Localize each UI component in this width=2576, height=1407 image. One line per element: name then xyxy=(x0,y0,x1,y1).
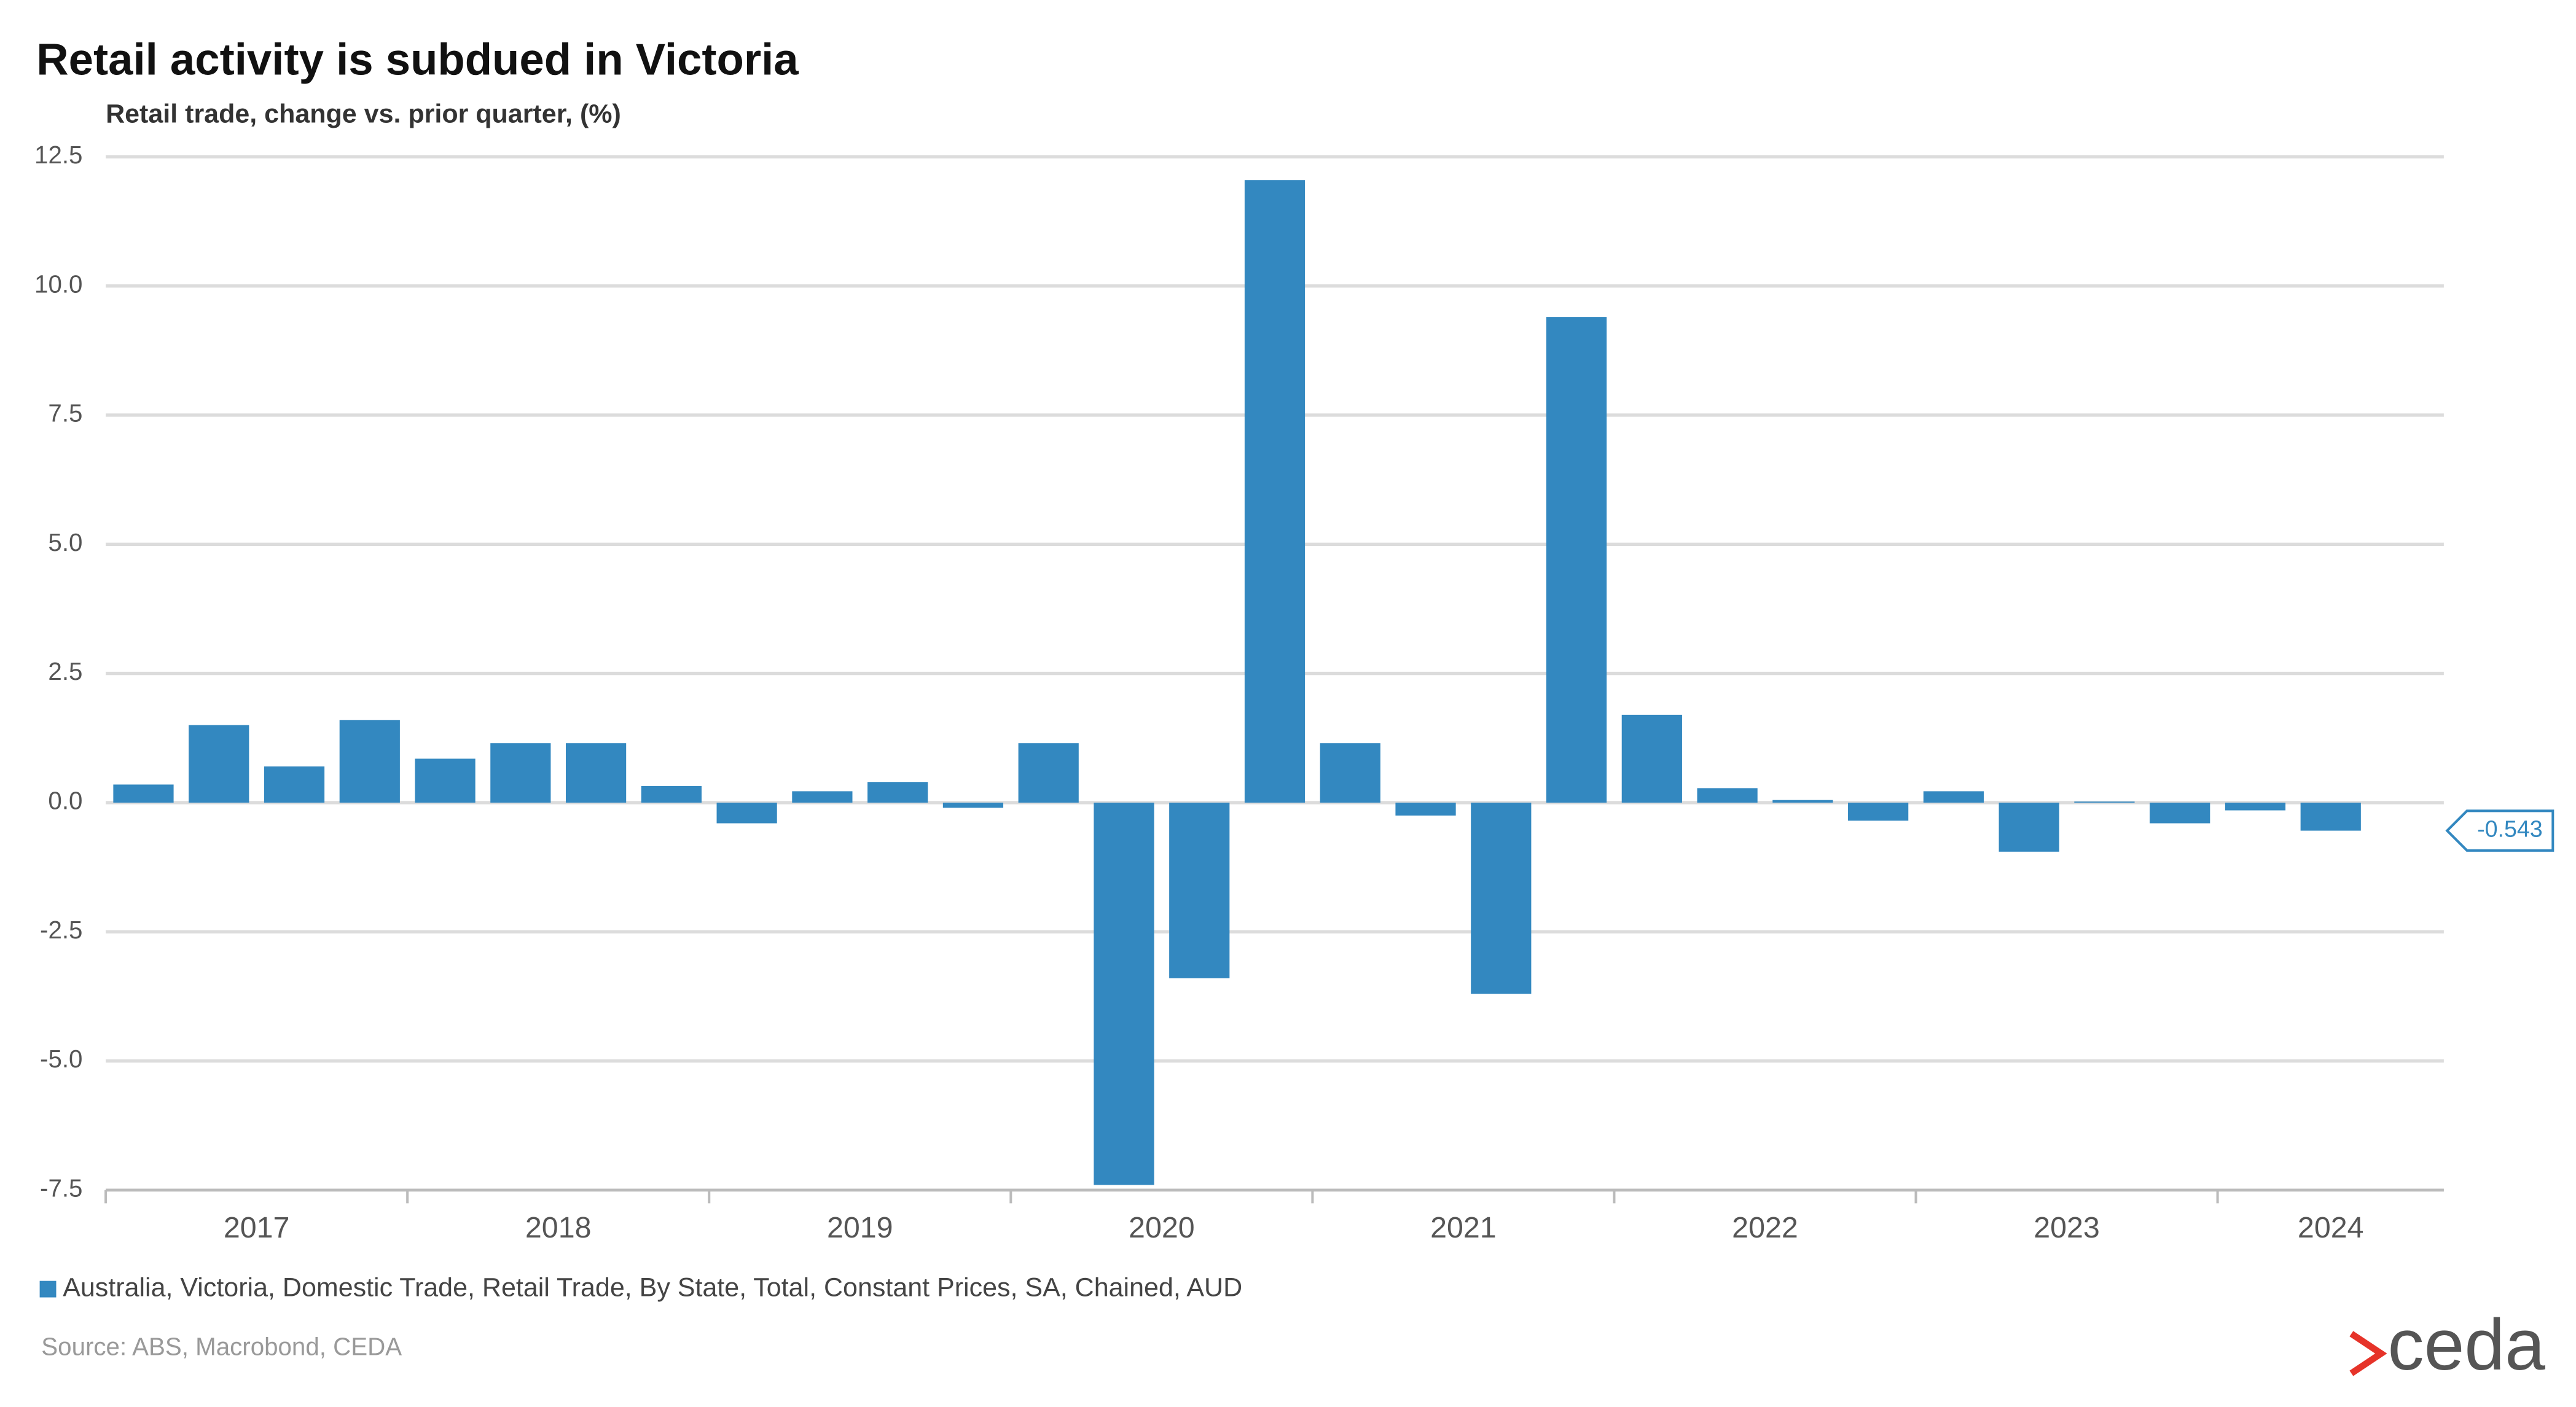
bar xyxy=(641,785,702,803)
bar xyxy=(1471,802,1532,994)
y-tick-label: -2.5 xyxy=(40,916,82,944)
x-tick-label: 2019 xyxy=(827,1211,893,1244)
y-tick-label: 2.5 xyxy=(48,658,82,685)
last-value-callout xyxy=(2445,809,2554,852)
legend-swatch xyxy=(39,1280,57,1298)
bar xyxy=(1169,802,1230,978)
bar xyxy=(189,725,249,803)
y-tick-label: 7.5 xyxy=(48,400,82,427)
bar xyxy=(490,743,551,803)
bar xyxy=(1244,180,1306,803)
bar xyxy=(264,766,325,803)
bar xyxy=(867,782,928,803)
bar xyxy=(415,758,476,803)
y-tick-label: 12.5 xyxy=(34,141,82,169)
y-tick-label: 0.0 xyxy=(48,787,82,815)
bar xyxy=(716,802,777,824)
y-tick-label: -5.0 xyxy=(40,1045,82,1073)
bar xyxy=(1999,802,2059,852)
bar xyxy=(565,743,627,803)
x-tick-label: 2020 xyxy=(1129,1211,1195,1244)
x-tick-label: 2023 xyxy=(2034,1211,2100,1244)
x-tick-label: 2021 xyxy=(1430,1211,1497,1244)
last-value-label: -0.543 xyxy=(2477,816,2543,842)
bar xyxy=(1848,802,1909,821)
chart-subtitle: Retail trade, change vs. prior quarter, … xyxy=(106,99,621,128)
bar xyxy=(2074,801,2135,803)
bar xyxy=(2225,802,2286,811)
bar xyxy=(1018,743,1079,803)
bar xyxy=(1923,791,1984,803)
x-tick-label: 2024 xyxy=(2298,1211,2364,1244)
y-tick-label: 10.0 xyxy=(34,270,82,298)
chart-title: Retail activity is subdued in Victoria xyxy=(36,34,799,84)
bar xyxy=(2150,802,2210,824)
logo-mark xyxy=(2349,1331,2387,1376)
bar xyxy=(1320,743,1380,803)
bar xyxy=(339,720,400,803)
bar xyxy=(1546,317,1607,803)
bar xyxy=(2300,802,2361,831)
y-tick-label: -7.5 xyxy=(40,1174,82,1202)
x-tick-label: 2017 xyxy=(224,1211,290,1244)
x-tick-label: 2022 xyxy=(1732,1211,1798,1244)
bar xyxy=(1697,788,1758,803)
bar xyxy=(1621,714,1682,803)
bar xyxy=(1395,802,1456,816)
legend-label: Australia, Victoria, Domestic Trade, Ret… xyxy=(63,1273,1242,1302)
bar xyxy=(1772,800,1833,803)
logo: ceda xyxy=(2388,1304,2546,1386)
bar xyxy=(792,791,853,803)
bar xyxy=(1094,802,1154,1185)
bar xyxy=(942,802,1004,808)
y-tick-label: 5.0 xyxy=(48,529,82,556)
x-tick-label: 2018 xyxy=(525,1211,592,1244)
source: Source: ABS, Macrobond, CEDA xyxy=(41,1333,402,1360)
bar xyxy=(113,784,174,803)
